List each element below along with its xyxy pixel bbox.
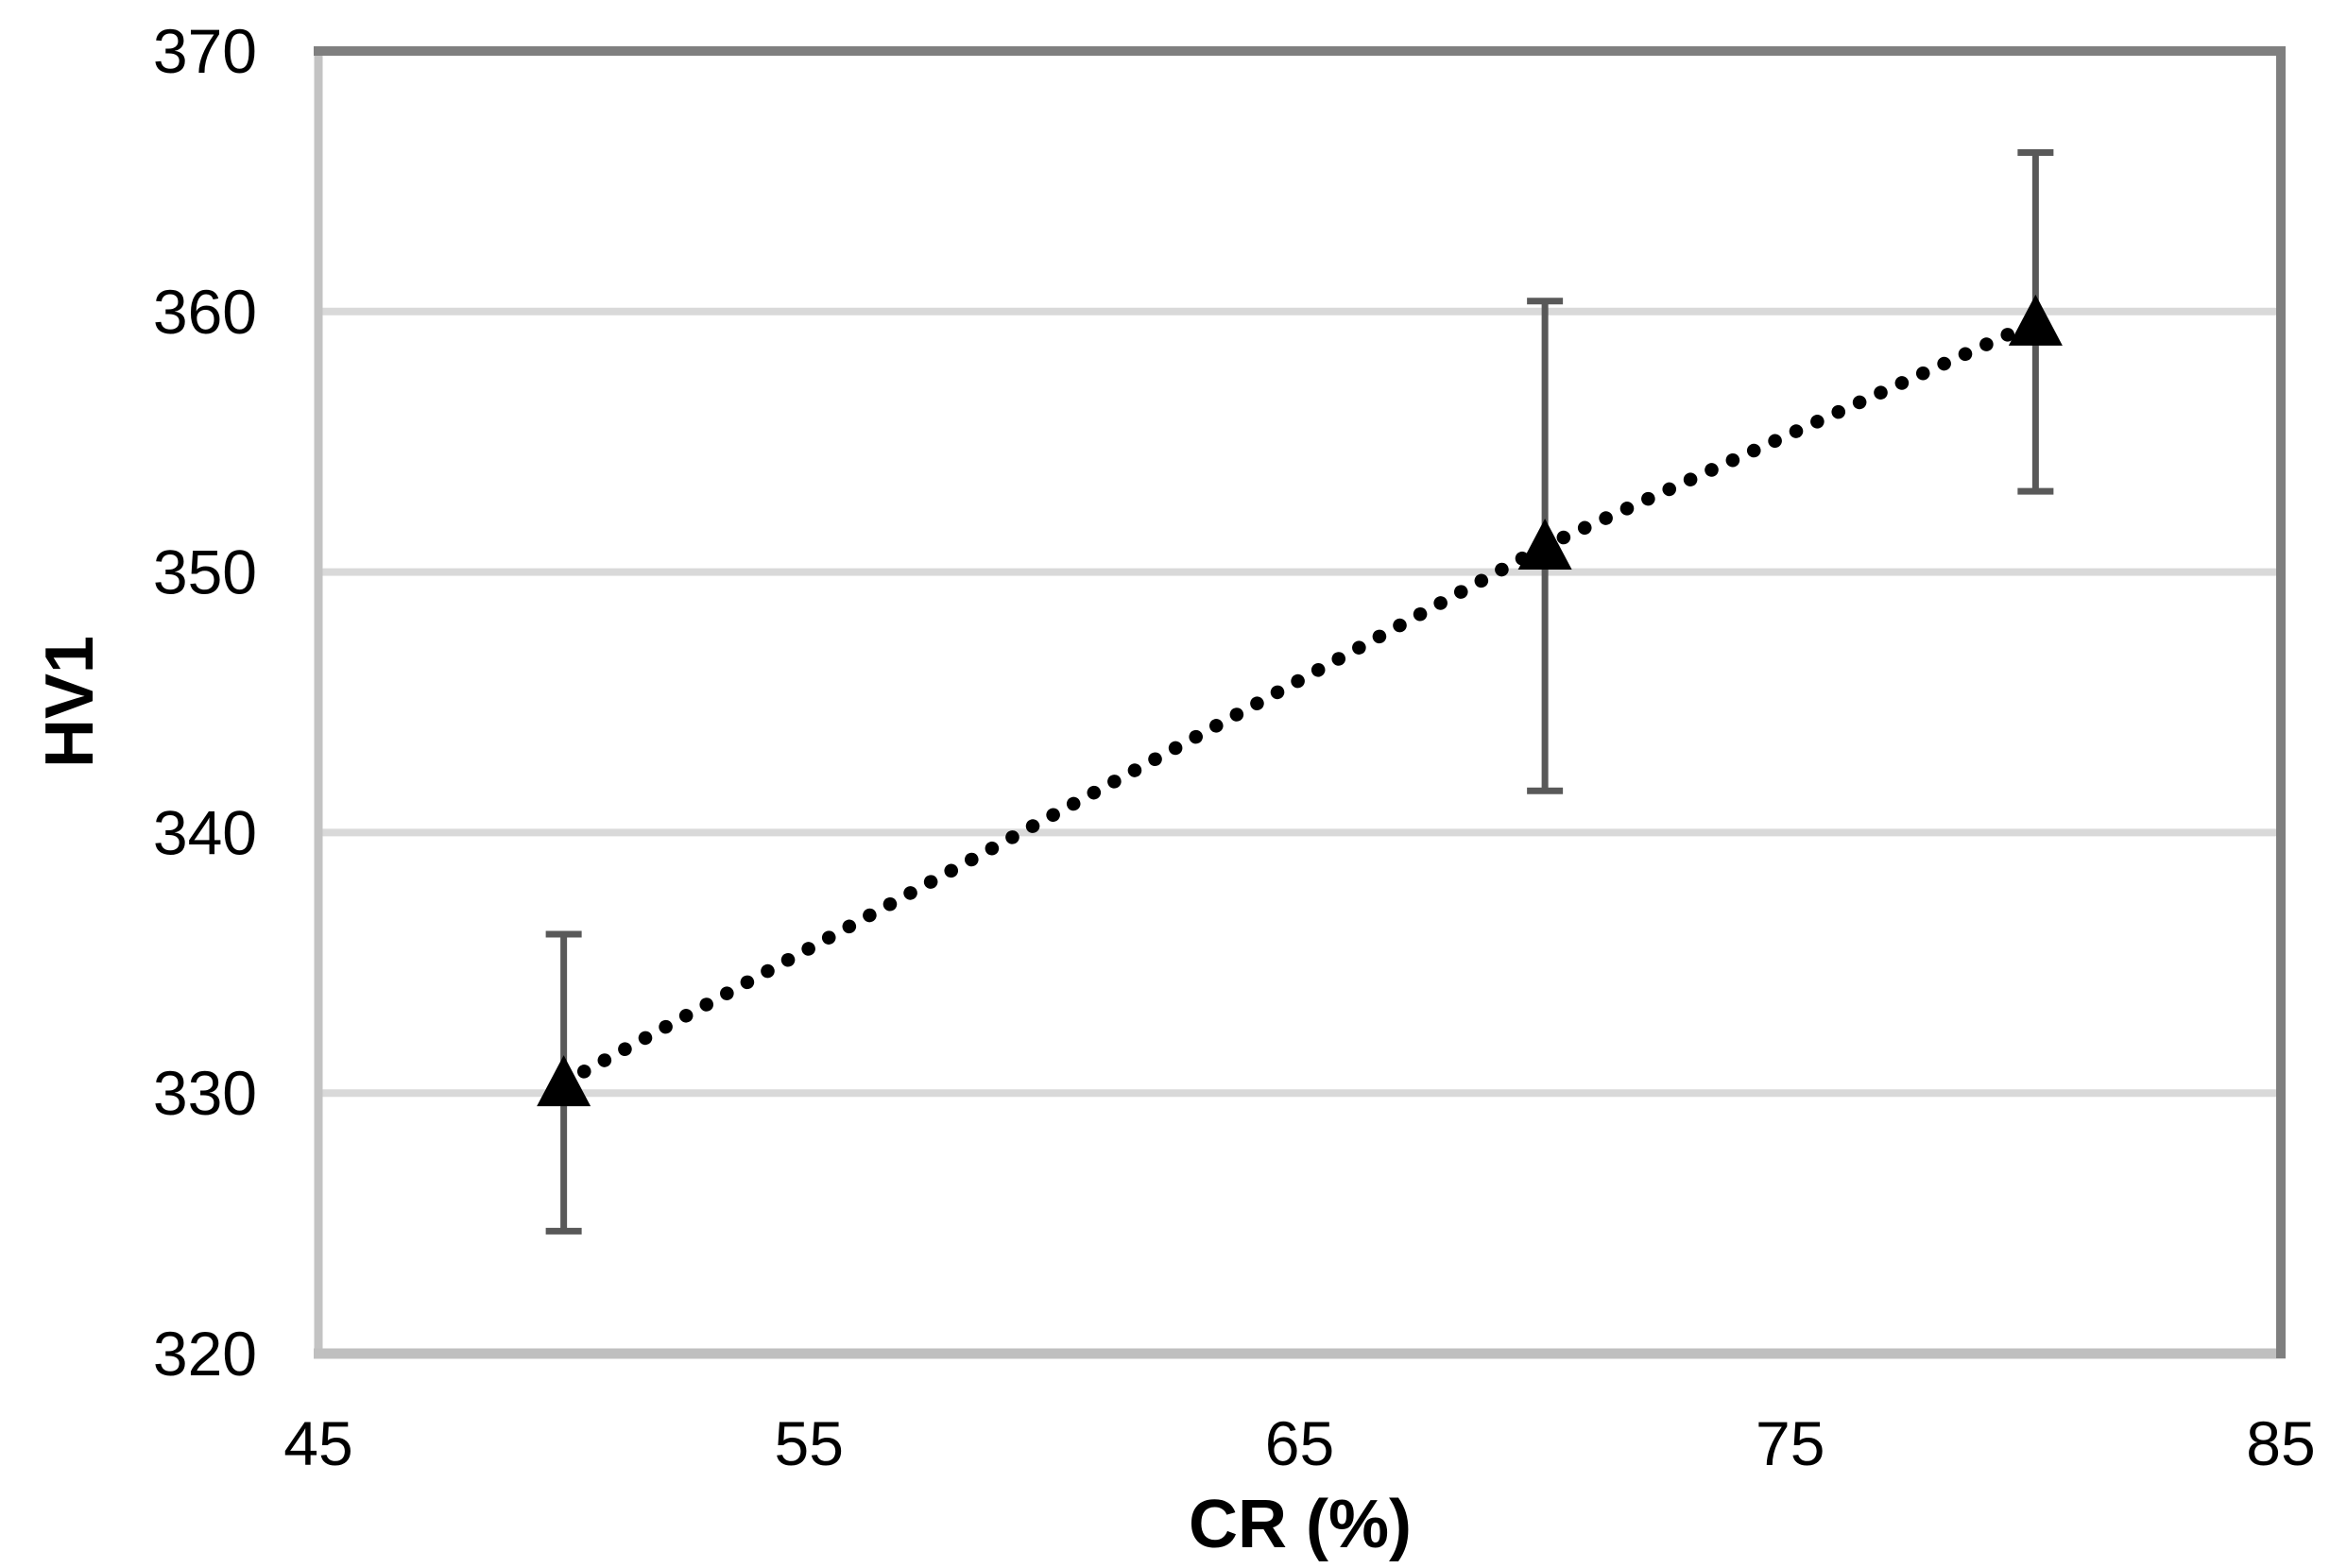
x-tick-label: 45 [283, 1408, 352, 1478]
plot-area-border [314, 46, 2286, 1359]
x-axis-title: CR (%) [1189, 1487, 1412, 1562]
y-axis-title: HV1 [32, 636, 108, 768]
y-tick-label: 370 [153, 16, 257, 86]
series-dotted-line [557, 315, 2043, 1090]
y-axis-tick-labels: 320 330 340 350 360 370 [153, 16, 257, 1389]
data-point-markers [537, 294, 2063, 1107]
y-tick-label: 320 [153, 1319, 257, 1389]
y-tick-label: 350 [153, 537, 257, 607]
x-tick-label: 85 [2246, 1408, 2315, 1478]
dotted-trend-line [557, 315, 2043, 1090]
data-point-marker [2008, 294, 2063, 346]
y-tick-label: 330 [153, 1058, 257, 1128]
data-point-marker [1517, 519, 1572, 571]
y-tick-label: 360 [153, 277, 257, 347]
x-tick-label: 55 [775, 1408, 844, 1478]
gridlines [318, 47, 2281, 1098]
x-tick-label: 65 [1265, 1408, 1334, 1478]
x-axis-tick-labels: 45 55 65 75 85 [283, 1408, 2315, 1478]
y-tick-label: 340 [153, 797, 257, 867]
data-point-marker [537, 1055, 591, 1107]
x-tick-label: 75 [1756, 1408, 1825, 1478]
